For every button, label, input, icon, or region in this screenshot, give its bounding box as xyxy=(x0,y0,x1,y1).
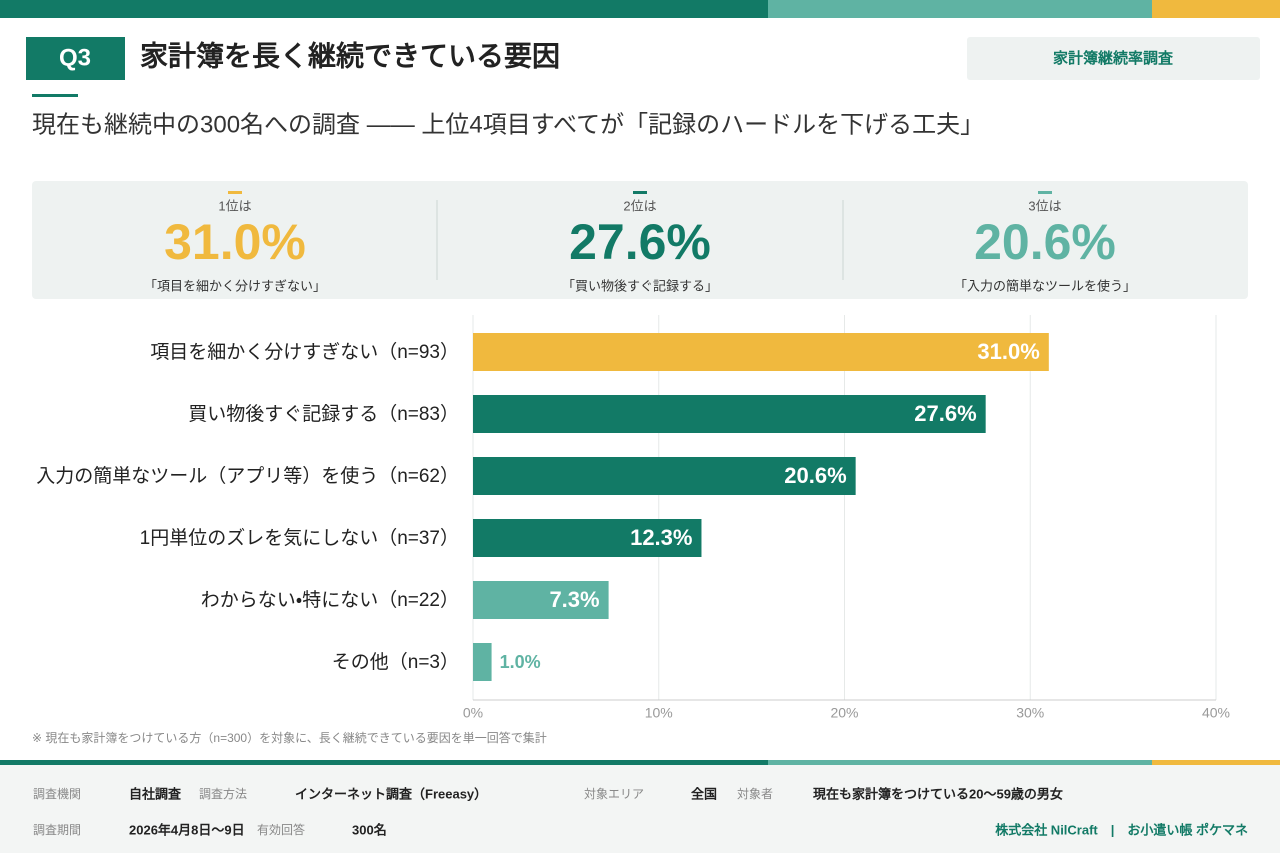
category-label: その他（n=3） xyxy=(332,651,459,673)
rank-accent xyxy=(1038,191,1052,194)
footer xyxy=(0,760,1280,853)
highlight-item: 「項目を細かく分けすぎない」 xyxy=(144,278,326,293)
bar xyxy=(473,643,492,681)
rank: 2位は xyxy=(623,198,656,213)
x-tick-label: 0% xyxy=(463,705,483,721)
category-label: 入力の簡単なツール（アプリ等）を使う（n=62） xyxy=(36,465,459,487)
field-value: 300名 xyxy=(352,822,387,837)
field-value: 2026年4月8日〜9日 xyxy=(129,822,245,837)
credit: 株式会社 NilCraft | お小遣い帳 ポケマネ xyxy=(995,822,1248,837)
highlight-value: 20.6% xyxy=(974,214,1116,270)
top-stripe xyxy=(1152,0,1280,18)
field-value: 全国 xyxy=(691,786,717,801)
field-label: 調査期間 xyxy=(33,823,81,837)
bar xyxy=(473,333,1049,371)
field-value: 自社調査 xyxy=(129,786,182,801)
field-label: 調査方法 xyxy=(199,786,247,801)
highlight-value: 31.0% xyxy=(164,214,306,270)
x-tick-label: 30% xyxy=(1016,705,1044,721)
badge-text: Q3 xyxy=(59,44,91,71)
footer-stripe xyxy=(1152,760,1280,765)
bar xyxy=(473,395,986,433)
rank-accent xyxy=(228,191,242,194)
value-label: 20.6% xyxy=(784,463,846,488)
subtitle: 現在も継続中の300名への調査 —— 上位4項目すべてが「記録のハードルを下げる… xyxy=(32,111,984,138)
tag: 家計簿継続率調査 xyxy=(1053,49,1174,67)
category-label: 買い物後すぐ記録する（n=83） xyxy=(188,403,459,425)
note: ※ 現在も家計簿をつけている方（n=300）を対象に、長く継続できている要因を単… xyxy=(32,730,547,745)
x-tick-label: 40% xyxy=(1202,705,1230,721)
badge xyxy=(26,37,125,80)
field-label: 有効回答 xyxy=(257,822,305,837)
bar xyxy=(473,581,609,619)
field-label: 調査機関 xyxy=(33,787,81,801)
category-label: わからない・特にない（n=22） xyxy=(201,589,459,611)
x-tick-label: 20% xyxy=(830,705,858,721)
value-label: 1.0% xyxy=(500,652,541,672)
category-label: 1円単位のズレを気にしない（n=37） xyxy=(140,527,459,549)
accent xyxy=(32,94,78,97)
field-label: 対象者 xyxy=(737,787,773,801)
rank-accent xyxy=(633,191,647,194)
value-label: 7.3% xyxy=(549,587,599,612)
x-tick-label: 10% xyxy=(645,705,673,721)
field-value: インターネット調査（Freeasy） xyxy=(295,786,487,801)
footer-stripe xyxy=(0,760,768,765)
value-label: 12.3% xyxy=(630,525,692,550)
field-label: 対象エリア xyxy=(584,787,644,801)
value-label: 27.6% xyxy=(914,401,976,426)
field-value: 現在も家計簿をつけている20〜59歳の男女 xyxy=(813,786,1063,801)
category-label: 項目を細かく分けすぎない（n=93） xyxy=(150,341,459,363)
highlight-item: 「入力の簡単なツールを使う」 xyxy=(954,278,1136,293)
title: 家計簿を長く継続できている要因 xyxy=(140,40,560,71)
highlight-value: 27.6% xyxy=(569,214,711,270)
top-stripe xyxy=(0,0,768,18)
rank: 1位は xyxy=(218,198,251,213)
rank: 3位は xyxy=(1028,198,1061,213)
highlight-item: 「買い物後すぐ記録する」 xyxy=(562,278,718,293)
highlight-panel xyxy=(32,181,1248,299)
footer-stripe xyxy=(768,760,1152,765)
top-stripe xyxy=(768,0,1152,18)
tag-box xyxy=(967,37,1260,80)
bar xyxy=(473,519,702,557)
bar xyxy=(473,457,856,495)
value-label: 31.0% xyxy=(977,339,1039,364)
